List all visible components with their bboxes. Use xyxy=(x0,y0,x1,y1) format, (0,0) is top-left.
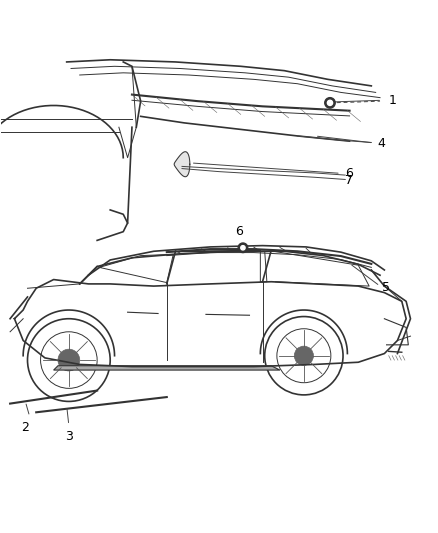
Polygon shape xyxy=(53,366,280,370)
Text: 6: 6 xyxy=(235,225,243,238)
Text: 3: 3 xyxy=(65,430,73,443)
Text: 1: 1 xyxy=(389,94,397,107)
Circle shape xyxy=(327,100,332,106)
Text: 2: 2 xyxy=(21,421,29,434)
Text: 6: 6 xyxy=(345,167,353,180)
Circle shape xyxy=(325,98,335,108)
Circle shape xyxy=(58,349,80,371)
Text: 7: 7 xyxy=(345,174,353,187)
Text: 4: 4 xyxy=(378,138,386,150)
Polygon shape xyxy=(174,152,190,177)
Circle shape xyxy=(238,243,248,253)
Circle shape xyxy=(241,246,245,250)
Circle shape xyxy=(294,346,314,365)
Text: 5: 5 xyxy=(382,281,390,294)
